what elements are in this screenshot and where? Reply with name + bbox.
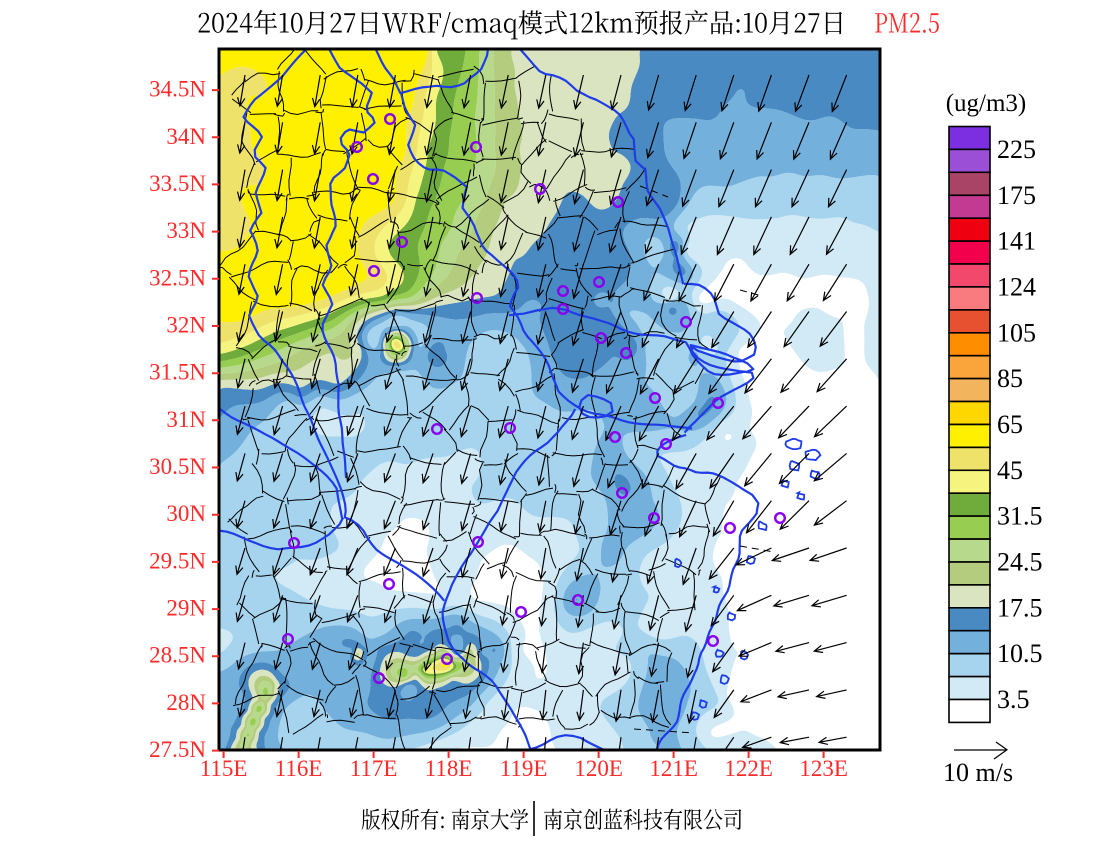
svg-text:28N: 28N (166, 690, 206, 715)
svg-text:31.5N: 31.5N (149, 360, 206, 385)
svg-text:(ug/m3): (ug/m3) (946, 90, 1027, 117)
svg-text:118E: 118E (425, 756, 473, 781)
svg-text:17.5: 17.5 (997, 593, 1043, 622)
svg-text:225: 225 (997, 135, 1036, 164)
svg-text:31.5: 31.5 (997, 502, 1043, 531)
svg-text:29N: 29N (166, 596, 206, 621)
svg-text:30.5N: 30.5N (149, 454, 206, 479)
svg-text:10.5: 10.5 (997, 639, 1043, 668)
svg-text:122E: 122E (724, 756, 773, 781)
svg-text:45: 45 (997, 456, 1023, 485)
svg-text:3.5: 3.5 (997, 685, 1030, 714)
svg-text:115E: 115E (200, 756, 248, 781)
svg-text:33N: 33N (166, 218, 206, 243)
svg-text:117E: 117E (350, 756, 398, 781)
svg-text:105: 105 (997, 318, 1036, 347)
svg-text:34.5N: 34.5N (149, 77, 206, 102)
svg-text:29.5N: 29.5N (149, 548, 206, 573)
svg-text:141: 141 (997, 227, 1036, 256)
svg-text:24.5: 24.5 (997, 548, 1043, 577)
svg-text:27.5N: 27.5N (149, 737, 206, 762)
svg-text:119E: 119E (500, 756, 548, 781)
svg-text:123E: 123E (799, 756, 848, 781)
svg-text:30N: 30N (166, 501, 206, 526)
svg-text:120E: 120E (574, 756, 623, 781)
svg-text:10 m/s: 10 m/s (943, 758, 1013, 787)
svg-text:31N: 31N (166, 407, 206, 432)
svg-text:121E: 121E (649, 756, 698, 781)
svg-text:33.5N: 33.5N (149, 171, 206, 196)
svg-text:32N: 32N (166, 313, 206, 338)
svg-text:175: 175 (997, 181, 1036, 210)
svg-text:34N: 34N (166, 124, 206, 149)
svg-text:124: 124 (997, 272, 1036, 301)
svg-text:116E: 116E (275, 756, 323, 781)
svg-text:65: 65 (997, 410, 1023, 439)
svg-text:32.5N: 32.5N (149, 265, 206, 290)
svg-text:85: 85 (997, 364, 1023, 393)
svg-text:28.5N: 28.5N (149, 643, 206, 668)
